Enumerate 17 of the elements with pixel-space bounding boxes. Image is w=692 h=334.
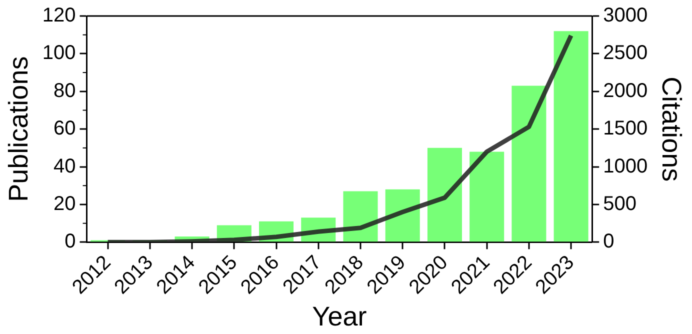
x-axis-title: Year: [312, 301, 367, 332]
y2-tick-label: 1500: [603, 118, 648, 140]
y-axis-title: Publications: [4, 56, 34, 202]
y2-tick-label: 3000: [603, 4, 648, 27]
y-tick-label: 60: [54, 118, 76, 140]
y-tick-label: 0: [64, 230, 76, 253]
y-tick-label: 40: [54, 155, 76, 178]
y-tick-label: 80: [54, 80, 76, 102]
y-tick-label: 20: [54, 192, 76, 215]
y2-axis-title: Citations: [656, 76, 686, 182]
y-tick-label: 100: [42, 42, 76, 64]
y2-tick-label: 2500: [603, 42, 648, 64]
y2-tick-label: 1000: [603, 155, 648, 178]
y2-tick-label: 500: [603, 192, 636, 215]
y-tick-label: 120: [42, 4, 76, 27]
y2-tick-label: 0: [603, 230, 614, 253]
y2-tick-label: 2000: [603, 80, 648, 102]
